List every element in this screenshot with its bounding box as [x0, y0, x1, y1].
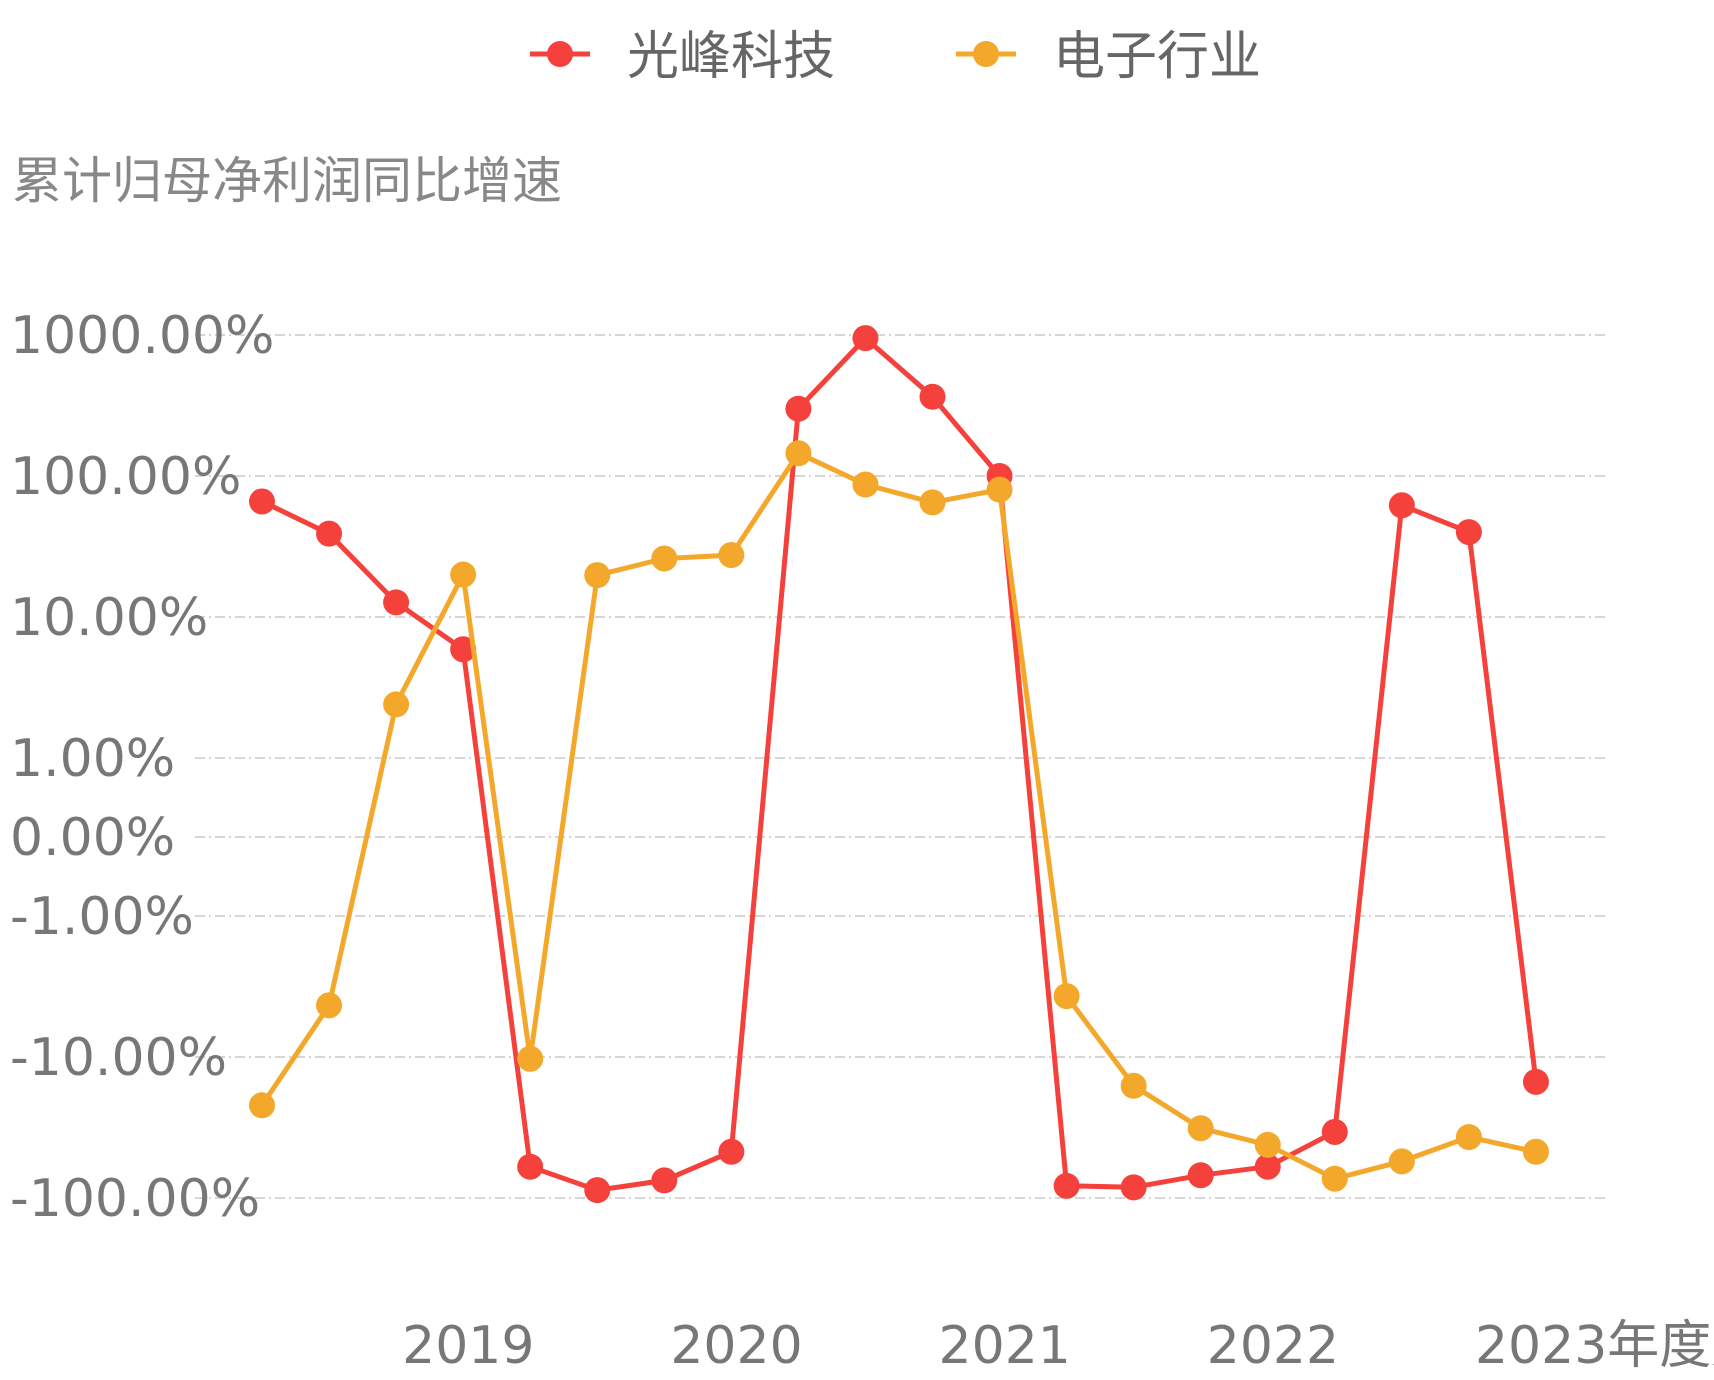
series-1-point-14[interactable]: [1187, 1115, 1214, 1142]
legend-label-1: 电子行业: [1053, 27, 1261, 87]
series-0-point-13[interactable]: [1120, 1174, 1147, 1201]
series-0-point-0[interactable]: [249, 488, 275, 515]
legend-label-0: 光峰科技: [627, 27, 835, 87]
series: [249, 325, 1549, 1204]
legend-swatch-dot-0: [547, 41, 573, 67]
series-0-point-14[interactable]: [1187, 1162, 1214, 1189]
series-0-point-18[interactable]: [1455, 519, 1482, 546]
legend-item-series-0[interactable]: 光峰科技: [530, 27, 835, 87]
series-0-point-4[interactable]: [517, 1153, 544, 1180]
series-1-point-11[interactable]: [986, 476, 1013, 503]
series-line-1: [259, 450, 1537, 1182]
series-1-point-12[interactable]: [1053, 983, 1080, 1010]
series-1-point-0[interactable]: [249, 1092, 275, 1119]
series-1-point-8[interactable]: [785, 440, 812, 467]
x-tick-label-2: 2021: [939, 1316, 1071, 1376]
series-0-point-5[interactable]: [584, 1177, 611, 1204]
series-0-point-17[interactable]: [1388, 492, 1415, 519]
series-1-point-7[interactable]: [718, 542, 745, 569]
series-0: [249, 325, 1549, 1204]
series-1: [249, 440, 1549, 1192]
y-tick-label-7: -100.00%: [10, 1169, 260, 1229]
y-tick-label-2: 10.00%: [10, 588, 208, 648]
series-0-point-6[interactable]: [651, 1167, 678, 1194]
series-1-point-15[interactable]: [1254, 1131, 1281, 1158]
y-tick-label-3: 1.00%: [10, 729, 175, 789]
series-1-point-9[interactable]: [852, 471, 879, 498]
series-0-point-15[interactable]: [1254, 1153, 1281, 1180]
series-1-point-5[interactable]: [584, 562, 611, 589]
x-tick-label-3: 2022: [1207, 1316, 1339, 1376]
series-1-point-3[interactable]: [450, 561, 477, 588]
y-tick-label-4: 0.00%: [10, 808, 175, 868]
legend: 光峰科技 电子行业: [530, 27, 1261, 87]
series-0-point-3[interactable]: [450, 636, 477, 663]
series-0-point-16[interactable]: [1321, 1118, 1348, 1145]
series-1-point-2[interactable]: [383, 691, 410, 718]
series-0-point-10[interactable]: [919, 383, 946, 410]
series-0-point-2[interactable]: [383, 589, 410, 616]
series-1-point-16[interactable]: [1321, 1165, 1348, 1192]
series-0-point-1[interactable]: [316, 520, 343, 547]
series-1-point-13[interactable]: [1120, 1072, 1147, 1099]
series-1-point-18[interactable]: [1455, 1124, 1482, 1151]
series-0-point-12[interactable]: [1053, 1172, 1080, 1199]
legend-swatch-dot-1: [973, 41, 999, 67]
legend-item-series-1[interactable]: 电子行业: [956, 27, 1261, 87]
series-0-point-7[interactable]: [718, 1138, 745, 1165]
series-1-point-4[interactable]: [517, 1045, 544, 1072]
series-1-point-17[interactable]: [1388, 1148, 1415, 1175]
chart-title: 累计归母净利润同比增速: [12, 152, 562, 210]
y-tick-label-6: -10.00%: [10, 1028, 227, 1088]
series-1-point-6[interactable]: [651, 545, 678, 572]
x-tick-label-0: 2019: [402, 1316, 534, 1376]
series-1-point-10[interactable]: [919, 489, 946, 516]
series-0-point-19[interactable]: [1522, 1068, 1549, 1095]
y-tick-label-0: 1000.00%: [10, 306, 274, 366]
series-1-point-19[interactable]: [1522, 1138, 1549, 1165]
grid: [195, 334, 1605, 1199]
y-tick-label-1: 100.00%: [10, 447, 241, 507]
y-tick-label-5: -1.00%: [10, 887, 194, 947]
y-axis-ticks: 1000.00% 100.00% 10.00% 1.00% 0.00% -1.00% -10…: [10, 306, 274, 1229]
series-line-0: [260, 335, 1539, 1193]
x-tick-label-1: 2020: [670, 1316, 802, 1376]
series-1-point-1[interactable]: [316, 992, 343, 1019]
series-0-point-8[interactable]: [785, 395, 812, 422]
x-axis-ticks: 2019 2020 2021 2022 2023年度财报: [402, 1316, 1714, 1376]
x-tick-label-4: 2023年度财报: [1475, 1316, 1714, 1376]
series-0-point-9[interactable]: [852, 325, 879, 352]
